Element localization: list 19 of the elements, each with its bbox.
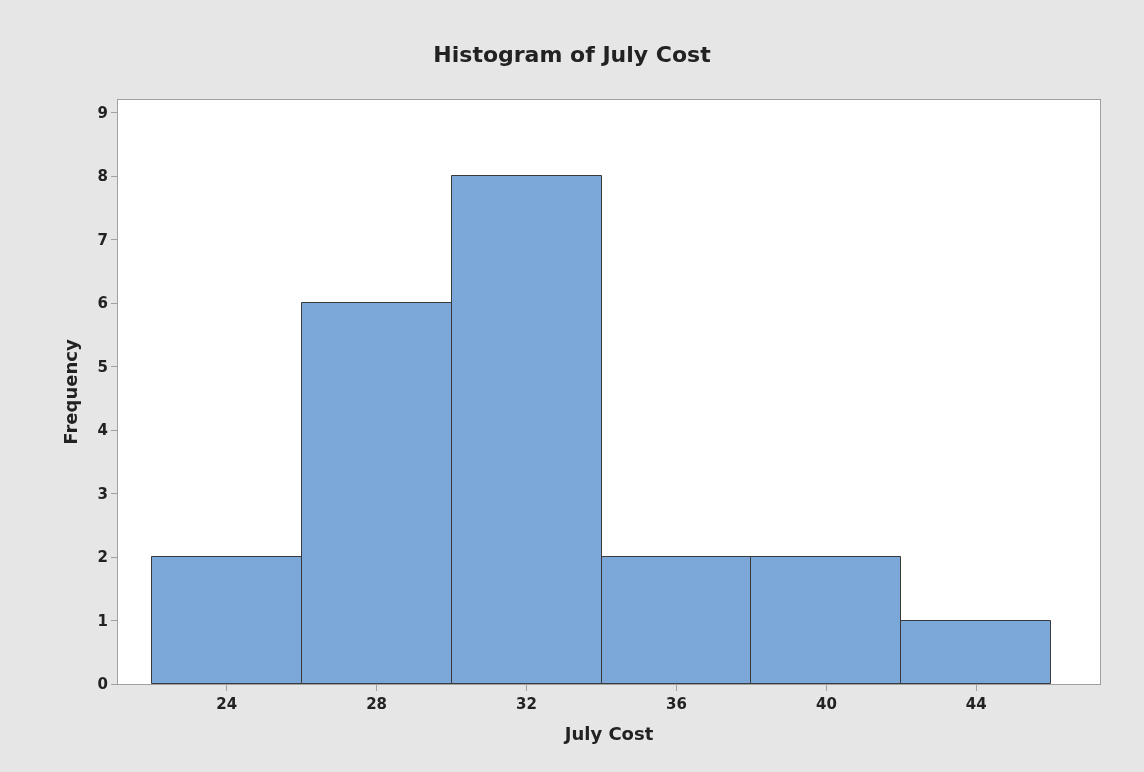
- y-tick-label: 0: [97, 675, 108, 694]
- x-tick-label: 40: [815, 695, 837, 713]
- y-tick-label: 8: [97, 167, 108, 186]
- x-tick-label: 28: [366, 695, 388, 713]
- y-tick-label: 3: [97, 484, 108, 503]
- y-tick-label: 2: [97, 548, 108, 567]
- y-tick-label: 5: [97, 357, 108, 376]
- y-tick-label: 7: [97, 230, 108, 249]
- x-tick-label: 44: [965, 695, 987, 713]
- x-tick-label: 36: [666, 695, 687, 713]
- y-tick-label: 9: [97, 103, 108, 122]
- y-axis-title: Frequency: [59, 339, 81, 445]
- x-tick-label: 32: [516, 695, 537, 713]
- x-axis-title: July Cost: [562, 723, 654, 745]
- chart-title: Histogram of July Cost: [433, 41, 712, 67]
- y-tick-label: 6: [97, 294, 108, 313]
- y-tick-label: 4: [97, 421, 108, 440]
- x-tick-label: 24: [216, 695, 238, 713]
- y-tick-label: 1: [97, 611, 108, 630]
